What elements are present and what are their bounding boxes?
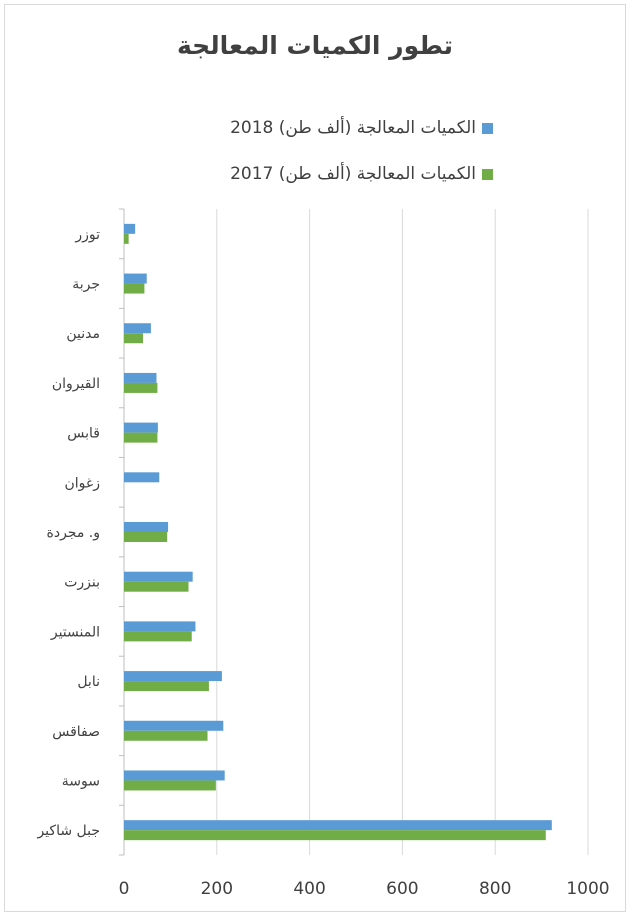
category-label: صفاقس bbox=[52, 724, 100, 740]
legend-swatch-2018 bbox=[482, 122, 493, 134]
bar-2018 bbox=[124, 472, 160, 483]
bar-2017 bbox=[124, 432, 158, 443]
bar-2017 bbox=[124, 532, 168, 542]
x-tick-label: 1000 bbox=[566, 879, 609, 899]
legend-label-2017: الكميات المعالجة (ألف طن) 2017 bbox=[230, 164, 476, 184]
legend: الكميات المعالجة (ألف طن) 2018 الكميات ا… bbox=[230, 105, 493, 197]
x-tick-label: 200 bbox=[201, 879, 233, 899]
bar-2018 bbox=[124, 720, 224, 731]
chart-frame: تطور الكميات المعالجة الكميات المعالجة (… bbox=[4, 4, 626, 912]
x-tick-label: 0 bbox=[119, 879, 130, 899]
x-tick-label: 800 bbox=[479, 879, 511, 899]
category-label: نابل bbox=[77, 674, 100, 690]
legend-item-2018: الكميات المعالجة (ألف طن) 2018 bbox=[230, 105, 493, 151]
bar-2017 bbox=[124, 581, 189, 592]
bar-2017 bbox=[124, 780, 216, 791]
legend-swatch-2017 bbox=[482, 168, 493, 180]
category-label: القيروان bbox=[52, 376, 100, 392]
category-label: قابس bbox=[67, 426, 100, 442]
category-label: جربة bbox=[72, 277, 100, 293]
bar-2018 bbox=[124, 522, 169, 532]
x-tick-label: 400 bbox=[293, 879, 325, 899]
bar-2017 bbox=[124, 730, 208, 741]
category-label: المنستير bbox=[50, 624, 100, 640]
chart-title: تطور الكميات المعالجة bbox=[177, 31, 453, 60]
category-label: جبل شاكير bbox=[36, 823, 100, 839]
category-label: مدنين bbox=[66, 326, 100, 342]
bar-2017 bbox=[124, 631, 192, 642]
bar-2017 bbox=[124, 283, 145, 294]
bar-2017 bbox=[124, 382, 158, 393]
bar-2018 bbox=[124, 273, 147, 284]
bar-2018 bbox=[124, 621, 196, 632]
bar-2018 bbox=[124, 671, 222, 682]
bar-2017 bbox=[124, 333, 144, 344]
bar-2018 bbox=[124, 571, 193, 582]
bar-2018 bbox=[124, 372, 157, 383]
bar-2017 bbox=[124, 830, 546, 841]
category-label: توزر bbox=[74, 227, 100, 243]
bar-2018 bbox=[124, 323, 151, 334]
category-label: سوسة bbox=[62, 773, 100, 789]
bar-2018 bbox=[124, 820, 552, 831]
category-label: زغوان bbox=[65, 475, 101, 491]
legend-item-2017: الكميات المعالجة (ألف طن) 2017 bbox=[230, 151, 493, 197]
bar-2017 bbox=[124, 681, 209, 692]
bar-2018 bbox=[124, 770, 225, 781]
bar-2018 bbox=[124, 223, 136, 234]
legend-label-2018: الكميات المعالجة (ألف طن) 2018 bbox=[230, 118, 476, 138]
x-tick-label: 600 bbox=[386, 879, 418, 899]
bar-2018 bbox=[124, 422, 158, 433]
bar-2017 bbox=[124, 233, 129, 244]
category-label: بنزرت bbox=[64, 575, 100, 591]
category-label: و. مجردة bbox=[47, 525, 101, 541]
